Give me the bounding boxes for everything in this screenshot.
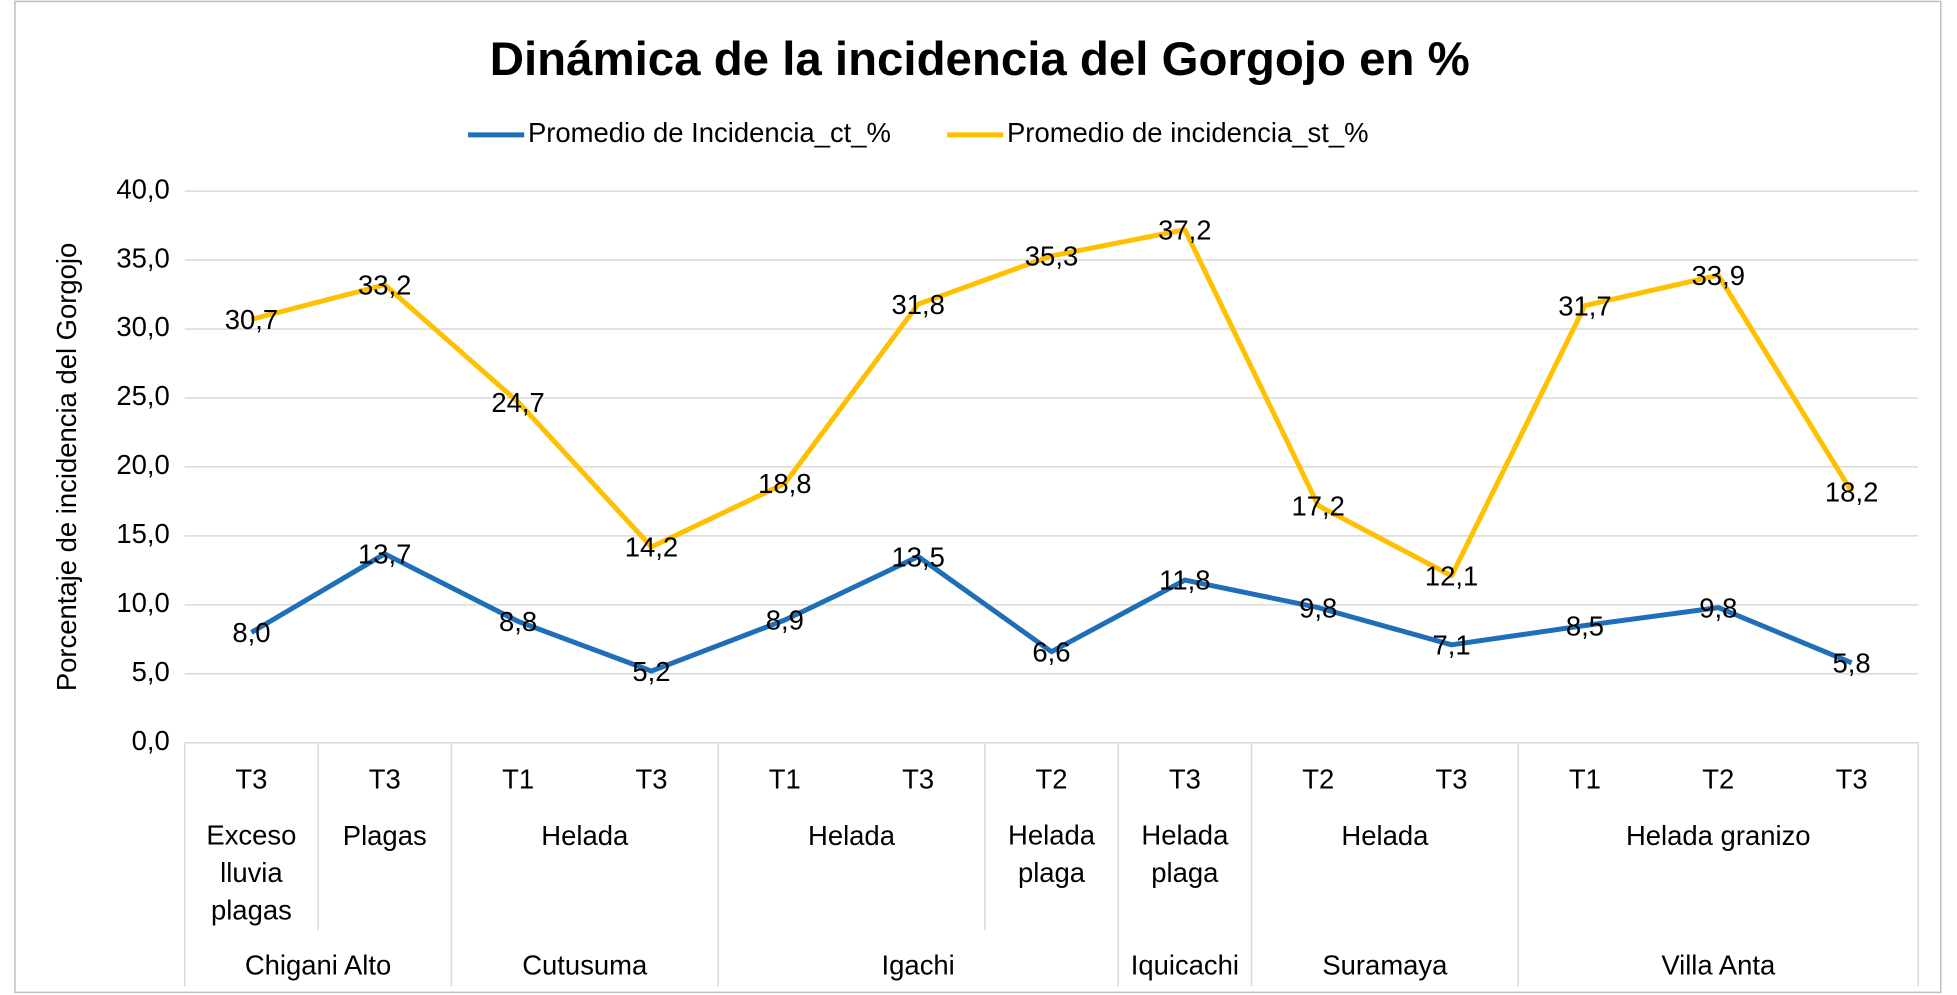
data-label: 11,8 [1159, 565, 1210, 596]
x-tick-label: T3 [1836, 764, 1868, 795]
data-label: 9,8 [1299, 592, 1337, 623]
x-supergroup-label: Igachi [882, 950, 955, 981]
data-label: 14,2 [625, 532, 678, 563]
data-label: 13,5 [891, 541, 944, 572]
x-supergroup-label: Suramaya [1322, 950, 1448, 981]
y-tick-label: 5,0 [132, 656, 170, 687]
y-tick-label: 10,0 [116, 587, 169, 618]
data-label: 12,1 [1425, 561, 1478, 592]
y-tick-label: 0,0 [132, 725, 170, 756]
x-supergroup-label: Cutusuma [522, 950, 648, 981]
data-label: 7,1 [1432, 630, 1470, 661]
y-tick-label: 30,0 [116, 311, 169, 342]
x-group-label: Helada plaga [1141, 820, 1229, 888]
x-tick-label: T3 [369, 764, 401, 795]
x-tick-label: T3 [902, 764, 934, 795]
y-tick-label: 20,0 [116, 449, 169, 480]
x-group-label: Helada plaga [1008, 820, 1096, 888]
chart-border [14, 0, 1942, 994]
data-label: 30,7 [225, 304, 278, 335]
data-label: 31,7 [1558, 290, 1611, 321]
data-label: 24,7 [491, 387, 544, 418]
legend-label: Promedio de incidencia_st_% [1007, 117, 1368, 148]
series-line [250, 551, 1853, 674]
legend-label: Promedio de Incidencia_ct_% [528, 117, 891, 148]
data-label: 33,2 [358, 270, 411, 301]
x-tick-label: T1 [1569, 764, 1601, 795]
data-label: 37,2 [1158, 214, 1211, 245]
x-group-label: Plagas [343, 820, 427, 851]
y-tick-label: 15,0 [116, 518, 169, 549]
x-tick-label: T3 [1169, 764, 1201, 795]
x-tick-label: T3 [1436, 764, 1468, 795]
data-label: 5,2 [632, 656, 670, 687]
data-label: 9,8 [1699, 592, 1737, 623]
data-label: 35,3 [1025, 241, 1078, 272]
data-label: 8,0 [232, 617, 270, 648]
x-tick-label: T1 [769, 764, 801, 795]
x-tick-label: T1 [502, 764, 534, 795]
x-supergroup-label: Villa Anta [1661, 950, 1776, 981]
data-label: 18,2 [1825, 476, 1878, 507]
x-group-label: Exceso lluvia plagas [206, 820, 296, 926]
x-group-label: Helada [541, 820, 629, 851]
x-tick-label: T2 [1702, 764, 1734, 795]
x-group-label: Helada [1341, 820, 1429, 851]
y-tick-label: 25,0 [116, 380, 169, 411]
x-supergroup-label: Iquicachi [1131, 950, 1239, 981]
data-label: 18,8 [758, 468, 811, 499]
data-label: 13,7 [358, 539, 411, 570]
chart-title: Dinámica de la incidencia del Gorgojo en… [490, 33, 1470, 86]
y-axis-label: Porcentaje de incidencia del Gorgojo [51, 243, 82, 691]
x-group-label: Helada granizo [1626, 820, 1811, 851]
y-tick-label: 35,0 [116, 242, 169, 273]
data-label: 5,8 [1833, 648, 1871, 679]
data-label: 31,8 [891, 289, 944, 320]
x-tick-label: T2 [1302, 764, 1334, 795]
data-label: 8,9 [766, 605, 804, 636]
x-tick-label: T3 [635, 764, 667, 795]
x-tick-label: T3 [235, 764, 267, 795]
data-label: 6,6 [1032, 636, 1070, 667]
series-line [250, 227, 1854, 579]
x-supergroup-label: Chigani Alto [245, 950, 391, 981]
data-label: 33,9 [1692, 260, 1745, 291]
x-group-label: Helada [808, 820, 896, 851]
y-tick-label: 40,0 [116, 173, 169, 204]
data-label: 8,5 [1566, 610, 1604, 641]
data-label: 8,8 [499, 606, 537, 637]
data-label: 17,2 [1292, 490, 1345, 521]
x-tick-label: T2 [1035, 764, 1067, 795]
